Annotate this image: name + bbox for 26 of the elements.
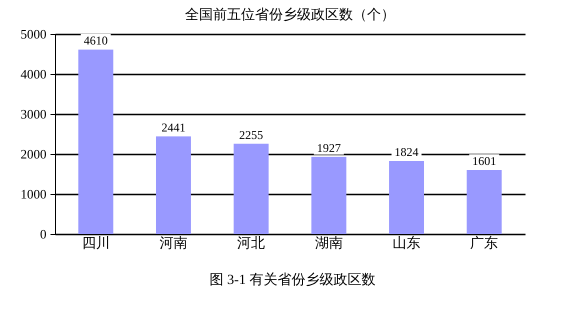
- data-label: 2441: [161, 120, 186, 134]
- x-tick-label: 四川: [82, 236, 110, 252]
- bar: [156, 136, 191, 234]
- y-tick-label: 1000: [20, 186, 46, 202]
- data-label: 1927: [316, 140, 341, 155]
- x-tick-label: 湖南: [314, 236, 343, 252]
- y-tick-label: 4000: [20, 66, 46, 82]
- data-label: 1601: [472, 154, 496, 168]
- x-tick-label: 河南: [159, 236, 188, 252]
- y-tick-label: 3000: [20, 106, 46, 122]
- y-tick-label: 0: [40, 226, 46, 242]
- bar: [311, 156, 346, 234]
- caption: 图 3-1 有关省份乡级政区数: [208, 271, 376, 289]
- x-tick-label: 广东: [470, 236, 498, 252]
- bar: [234, 144, 269, 234]
- y-tick-label: 5000: [20, 26, 46, 42]
- bar: [78, 50, 114, 234]
- x-tick-label: 河北: [237, 236, 266, 252]
- data-label: 4610: [84, 34, 108, 48]
- data-label: 2255: [239, 128, 264, 142]
- x-tick-label: 山东: [392, 236, 421, 252]
- bar: [466, 170, 502, 234]
- data-label: 1824: [394, 145, 419, 160]
- bar: [389, 161, 424, 234]
- chart-title: 全国前五位省份乡级政区数（个）: [185, 7, 395, 23]
- y-tick-label: 2000: [20, 146, 46, 162]
